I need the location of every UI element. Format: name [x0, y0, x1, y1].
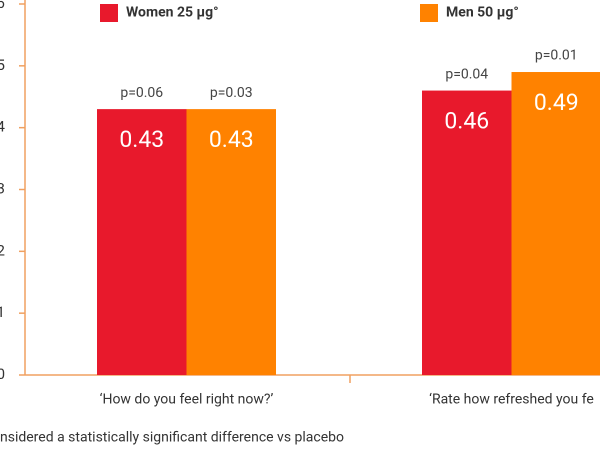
- bar: [422, 90, 512, 376]
- y-tick-label: 0.6: [0, 0, 5, 12]
- p-value: p=0.03: [210, 85, 253, 101]
- bar: [511, 72, 600, 376]
- y-tick-label: 0.5: [0, 56, 5, 74]
- value-label: 0.43: [209, 126, 254, 153]
- x-tick-label: ‘Rate how refreshed you fe: [429, 392, 594, 408]
- legend-swatch: [100, 4, 118, 22]
- legend-label: Men 50 µg°: [446, 5, 519, 21]
- value-label: 0.46: [444, 108, 489, 135]
- p-value: p=0.04: [445, 66, 488, 82]
- legend-label: Women 25 µg°: [126, 5, 219, 21]
- footnote: nsidered a statistically significant dif…: [0, 430, 344, 446]
- p-value: p=0.06: [120, 85, 163, 101]
- p-value: p=0.01: [535, 48, 578, 64]
- bar: [186, 109, 276, 375]
- y-tick-label: 0: [0, 365, 5, 383]
- legend-swatch: [420, 4, 438, 22]
- y-tick-label: 0.4: [0, 118, 6, 136]
- x-tick-label: ‘How do you feel right now?’: [100, 392, 274, 408]
- value-label: 0.43: [119, 126, 164, 153]
- value-label: 0.49: [534, 89, 579, 116]
- bar: [97, 109, 187, 375]
- y-tick-label: 0.2: [0, 241, 5, 259]
- y-tick-label: 0.3: [0, 179, 5, 197]
- y-tick-label: 0.1: [0, 303, 5, 321]
